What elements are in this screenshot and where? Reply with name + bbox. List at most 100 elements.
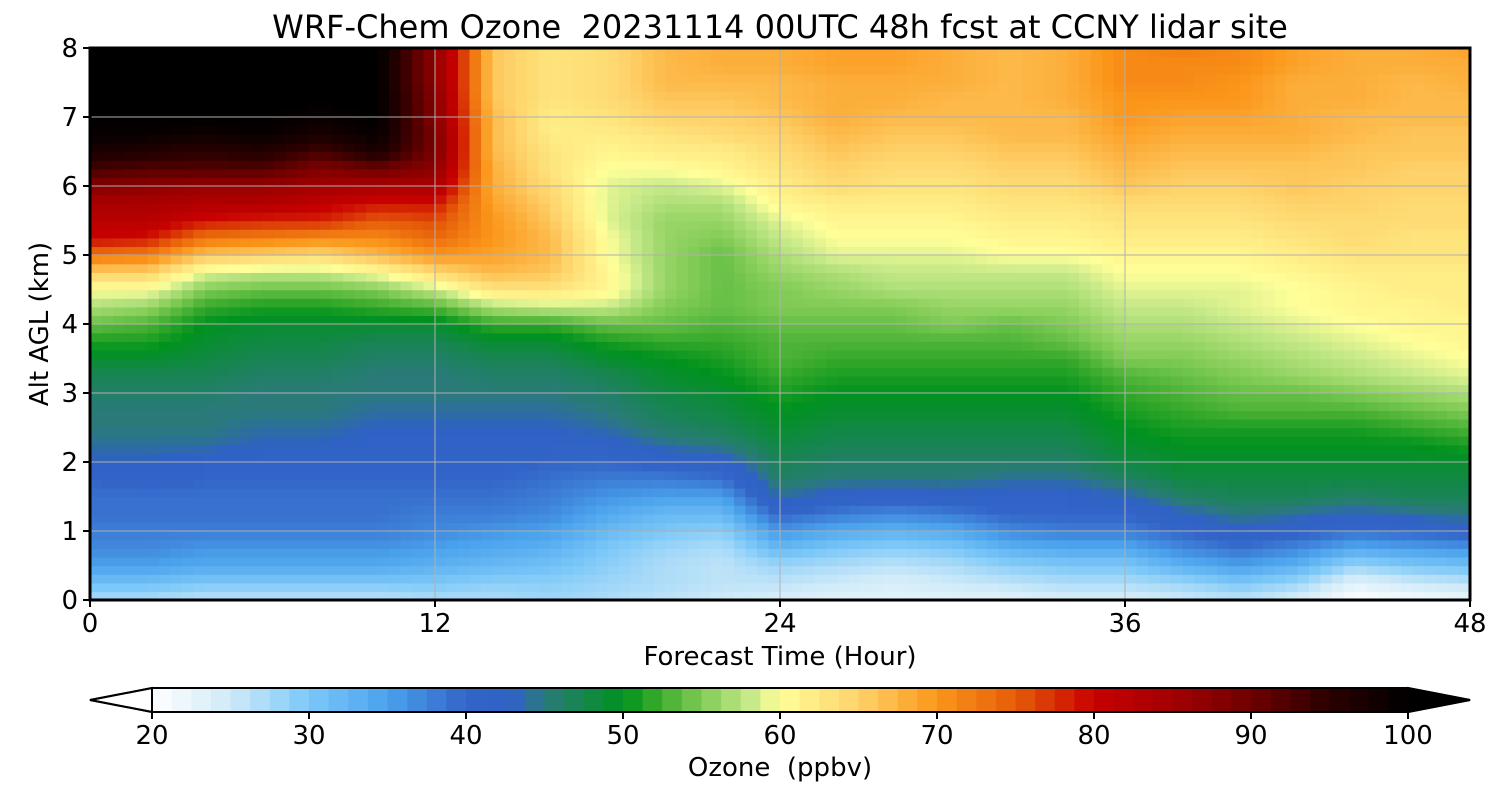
ozone-cell <box>274 65 287 75</box>
ozone-cell <box>906 246 919 256</box>
ozone-cell <box>90 418 103 429</box>
ozone-cell <box>872 539 885 549</box>
ozone-cell <box>159 513 172 524</box>
ozone-cell <box>826 470 839 480</box>
ozone-cell <box>941 582 954 593</box>
ozone-cell <box>446 556 459 567</box>
ozone-cell <box>607 462 620 472</box>
ozone-cell <box>768 531 781 541</box>
ozone-cell <box>561 522 574 532</box>
ozone-cell <box>389 375 402 386</box>
ozone-cell <box>193 367 206 377</box>
ozone-cell <box>159 255 172 265</box>
ozone-cell <box>458 453 471 463</box>
ozone-cell <box>872 444 885 455</box>
ozone-cell <box>515 194 528 204</box>
ozone-cell <box>182 298 195 308</box>
ozone-cell <box>113 522 126 532</box>
ozone-cell <box>285 160 298 170</box>
ozone-cell <box>964 315 977 325</box>
ozone-cell <box>251 367 264 377</box>
ozone-cell <box>814 298 827 308</box>
ozone-cell <box>780 203 793 213</box>
ozone-cell <box>481 142 494 153</box>
ozone-cell <box>101 65 114 75</box>
ozone-cell <box>377 367 390 377</box>
ozone-cell <box>653 410 666 420</box>
ozone-cell <box>308 324 321 334</box>
ozone-cell <box>584 315 597 325</box>
ozone-cell <box>699 177 712 187</box>
ozone-cell <box>964 48 977 58</box>
ozone-cell <box>400 255 413 265</box>
ozone-cell <box>538 246 551 256</box>
ozone-cell <box>124 548 137 558</box>
ozone-cell <box>377 255 390 265</box>
ozone-cell <box>239 410 252 420</box>
ozone-cell <box>665 427 678 437</box>
ozone-cell <box>481 237 494 248</box>
ozone-cell <box>389 349 402 360</box>
ozone-cell <box>906 574 919 584</box>
ozone-cell <box>124 462 137 472</box>
ozone-cell <box>538 324 551 334</box>
ozone-cell <box>688 48 701 58</box>
ozone-cell <box>791 186 804 196</box>
ozone-cell <box>285 479 298 489</box>
ozone-cell <box>515 73 528 84</box>
ozone-cell <box>423 142 436 153</box>
ozone-cell <box>308 246 321 256</box>
ozone-cell <box>343 513 356 524</box>
ozone-cell <box>573 142 586 153</box>
ozone-cell <box>941 436 954 446</box>
ozone-cell <box>745 453 758 463</box>
ozone-cell <box>354 298 367 308</box>
ozone-cell <box>550 574 563 584</box>
ozone-cell <box>101 73 114 84</box>
ozone-cell <box>182 591 195 600</box>
ozone-cell <box>458 375 471 386</box>
ozone-cell <box>745 203 758 213</box>
ozone-cell <box>849 375 862 386</box>
ozone-cell <box>860 315 873 325</box>
ozone-cell <box>607 324 620 334</box>
ozone-cell <box>274 168 287 179</box>
ozone-cell <box>377 444 390 455</box>
ozone-cell <box>619 151 632 161</box>
ozone-cell <box>331 220 344 230</box>
ozone-cell <box>504 470 517 480</box>
ozone-cell <box>642 280 655 291</box>
ozone-cell <box>400 531 413 541</box>
ozone-cell <box>711 332 724 342</box>
ozone-cell <box>285 522 298 532</box>
ozone-cell <box>814 82 827 92</box>
ozone-cell <box>331 229 344 239</box>
ozone-cell <box>975 211 988 222</box>
ozone-cell <box>642 315 655 325</box>
ozone-cell <box>619 496 632 506</box>
ozone-cell <box>964 229 977 239</box>
ozone-cell <box>952 289 965 299</box>
ozone-cell <box>826 513 839 524</box>
ozone-cell <box>297 108 310 118</box>
ozone-cell <box>481 229 494 239</box>
ozone-cell <box>504 539 517 549</box>
ozone-cell <box>745 56 758 66</box>
ozone-cell <box>101 177 114 187</box>
ozone-cell <box>262 73 275 84</box>
ozone-cell <box>308 142 321 153</box>
ozone-cell <box>515 220 528 230</box>
ozone-cell <box>699 556 712 567</box>
ozone-cell <box>285 358 298 368</box>
ozone-cell <box>964 280 977 291</box>
ozone-cell <box>814 315 827 325</box>
ozone-cell <box>929 565 942 575</box>
ozone-cell <box>607 332 620 342</box>
ozone-cell <box>228 470 241 480</box>
ozone-cell <box>883 160 896 170</box>
ozone-cell <box>803 237 816 248</box>
ozone-cell <box>768 117 781 127</box>
ozone-cell <box>124 591 137 600</box>
ozone-cell <box>538 177 551 187</box>
ozone-cell <box>860 548 873 558</box>
